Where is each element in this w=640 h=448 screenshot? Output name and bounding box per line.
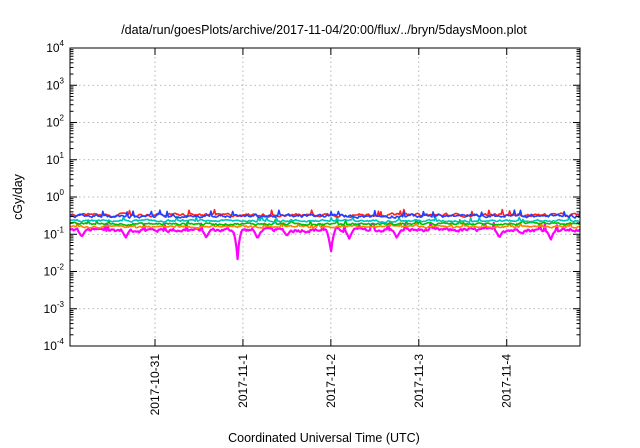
y-tick-label: 102 (46, 114, 64, 130)
x-tick-label: 2017-11-4 (500, 354, 514, 408)
x-tick-label: 2017-10-31 (148, 354, 162, 416)
series-line (69, 221, 581, 230)
series-line (69, 215, 581, 224)
x-axis-label: Coordinated Universal Time (UTC) (228, 431, 420, 445)
chart-title: /data/run/goesPlots/archive/2017-11-04/2… (121, 23, 527, 37)
ticks (70, 47, 580, 347)
y-tick-label: 10-1 (44, 225, 65, 241)
y-tick-label: 100 (46, 188, 64, 204)
x-tick-label: 2017-11-1 (236, 354, 250, 408)
x-tick-labels: 2017-10-31 2017-11-1 2017-11-2 2017-11-3 201… (148, 354, 514, 416)
y-tick-label: 10-3 (44, 300, 65, 316)
series-line (69, 221, 581, 261)
y-tick-label: 104 (46, 39, 64, 55)
x-tick-label: 2017-11-3 (412, 354, 426, 408)
series-line (69, 208, 581, 219)
x-tick-label: 2017-11-2 (324, 354, 338, 408)
grid (70, 48, 580, 346)
y-tick-label: 103 (46, 76, 64, 92)
series-line (69, 209, 581, 219)
series-line (69, 218, 581, 227)
y-axis-label: cGy/day (11, 173, 25, 220)
y-tick-label: 101 (46, 151, 64, 167)
y-tick-label: 10-4 (44, 337, 65, 353)
y-tick-labels: 10-4 10-3 10-2 10-1 100 101 102 103 104 (44, 39, 65, 353)
series-layer (69, 208, 581, 261)
y-tick-label: 10-2 (44, 263, 65, 279)
